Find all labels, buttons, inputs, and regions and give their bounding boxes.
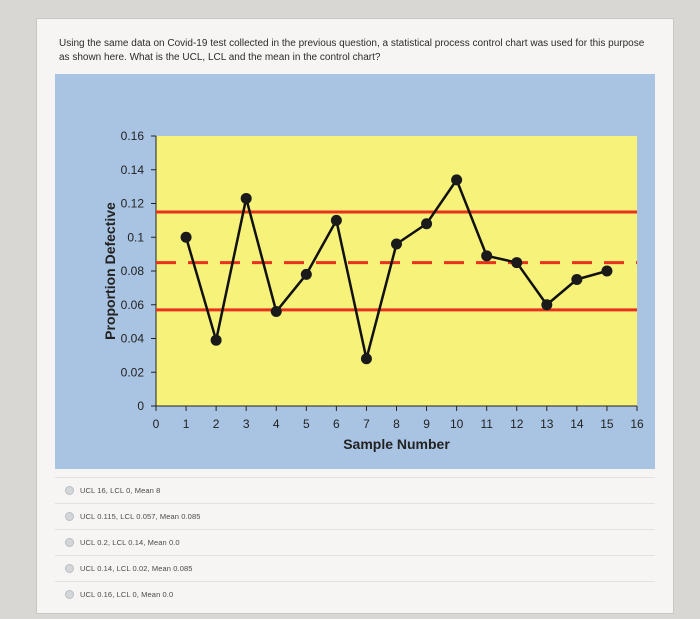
question-text: Using the same data on Covid-19 test col… [59, 38, 645, 63]
x-tick-label: 4 [273, 417, 280, 431]
y-tick-label: 0.14 [121, 163, 145, 177]
data-point [571, 273, 583, 285]
y-tick-label: 0 [137, 399, 144, 413]
x-tick-label: 15 [600, 417, 614, 431]
answer-options: UCL 16, LCL 0, Mean 8 UCL 0.115, LCL 0.0… [55, 477, 655, 607]
data-point [360, 353, 372, 365]
x-tick-label: 6 [333, 417, 340, 431]
radio-icon[interactable] [65, 512, 74, 521]
y-tick-label: 0.1 [127, 230, 144, 244]
y-tick-label: 0.16 [121, 129, 145, 143]
data-point [481, 250, 493, 262]
x-tick-label: 10 [450, 417, 464, 431]
answer-option-label: UCL 0.16, LCL 0, Mean 0.0 [80, 590, 174, 599]
data-point [300, 268, 312, 280]
y-tick-label: 0.04 [121, 332, 145, 346]
radio-icon[interactable] [65, 590, 74, 599]
question-card: Using the same data on Covid-19 test col… [36, 18, 674, 614]
data-point [511, 257, 523, 269]
y-tick-label: 0.12 [121, 197, 145, 211]
data-point [180, 231, 192, 243]
x-tick-label: 16 [630, 417, 644, 431]
answer-option-1[interactable]: UCL 16, LCL 0, Mean 8 [55, 477, 655, 503]
x-tick-label: 13 [540, 417, 554, 431]
x-tick-label: 7 [363, 417, 370, 431]
data-point [421, 218, 433, 230]
plot-area [156, 136, 637, 406]
data-point [541, 299, 553, 311]
answer-option-3[interactable]: UCL 0.2, LCL 0.14, Mean 0.0 [55, 529, 655, 555]
answer-option-2[interactable]: UCL 0.115, LCL 0.057, Mean 0.085 [55, 503, 655, 529]
x-tick-label: 12 [510, 417, 524, 431]
radio-icon[interactable] [65, 564, 74, 573]
x-tick-label: 5 [303, 417, 310, 431]
data-point [240, 192, 252, 204]
y-tick-label: 0.02 [121, 365, 145, 379]
answer-option-label: UCL 16, LCL 0, Mean 8 [80, 486, 161, 495]
data-point [330, 214, 342, 226]
x-axis-label: Sample Number [343, 436, 450, 452]
answer-option-4[interactable]: UCL 0.14, LCL 0.02, Mean 0.085 [55, 555, 655, 581]
answer-option-5[interactable]: UCL 0.16, LCL 0, Mean 0.0 [55, 581, 655, 607]
data-point [210, 334, 222, 346]
control-chart: 0 0.02 0.04 0.06 0.08 0.1 0.12 0.14 0.16 0 1 2 3 4 5 6 7… [55, 74, 655, 469]
y-tick-label: 0.06 [121, 298, 145, 312]
answer-option-label: UCL 0.2, LCL 0.14, Mean 0.0 [80, 538, 180, 547]
x-tick-label: 1 [183, 417, 190, 431]
y-axis-label: Proportion Defective [102, 202, 118, 340]
y-tick-label: 0.08 [121, 264, 145, 278]
radio-icon[interactable] [65, 538, 74, 547]
answer-option-label: UCL 0.115, LCL 0.057, Mean 0.085 [80, 512, 201, 521]
data-point [391, 238, 402, 250]
data-point [451, 174, 463, 186]
radio-icon[interactable] [65, 486, 74, 495]
x-tick-label: 9 [423, 417, 430, 431]
x-tick-label: 11 [480, 417, 493, 431]
answer-option-label: UCL 0.14, LCL 0.02, Mean 0.085 [80, 564, 193, 573]
x-tick-label: 2 [213, 417, 220, 431]
x-tick-label: 8 [393, 417, 400, 431]
control-chart-svg: 00.020.040.060.080.10.120.140.160 1 2 3 4 5 6 7… [102, 129, 644, 452]
x-tick-label: 14 [570, 417, 584, 431]
x-tick-label: 0 [153, 417, 160, 431]
data-point [270, 306, 282, 317]
x-tick-label: 3 [243, 417, 250, 431]
data-point [601, 265, 613, 277]
